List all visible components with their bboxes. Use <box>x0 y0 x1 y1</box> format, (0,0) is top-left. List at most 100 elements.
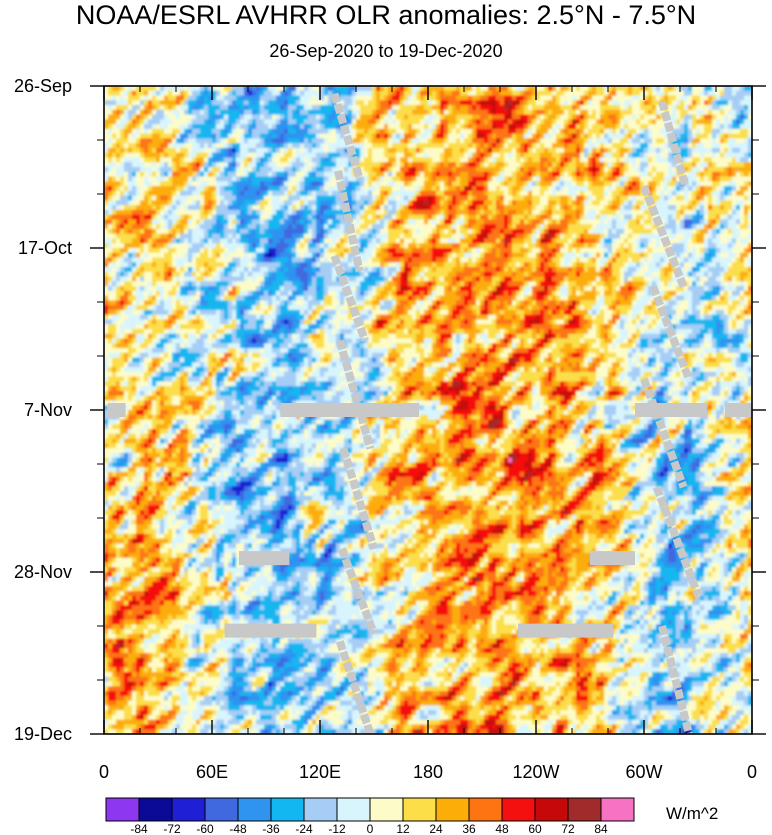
heat-cell <box>368 119 373 124</box>
heat-cell <box>200 105 205 110</box>
heat-cell <box>580 96 585 101</box>
heat-cell <box>496 134 501 139</box>
heat-cell <box>520 129 525 134</box>
heat-cell <box>172 96 177 101</box>
heat-cell <box>440 143 445 148</box>
heat-cell <box>668 86 673 91</box>
heat-cell <box>604 115 609 120</box>
heat-cell <box>208 110 213 115</box>
heat-cell <box>612 119 617 124</box>
heat-cell <box>692 110 697 115</box>
heat-cell <box>172 124 177 129</box>
heat-cell <box>272 86 277 91</box>
heat-cell <box>380 105 385 110</box>
heat-cell <box>680 105 685 110</box>
heat-cell <box>292 119 297 124</box>
heat-cell <box>556 115 561 120</box>
heat-cell <box>712 119 717 124</box>
heat-cell <box>396 124 401 129</box>
heat-cell <box>160 115 165 120</box>
heat-cell <box>524 86 529 91</box>
heat-cell <box>152 124 157 129</box>
heat-cell <box>420 115 425 120</box>
heat-cell <box>584 124 589 129</box>
heat-cell <box>376 96 381 101</box>
heat-cell <box>576 86 581 91</box>
heat-cell <box>184 115 189 120</box>
heat-cell <box>340 91 345 96</box>
heat-cell <box>692 119 697 124</box>
heat-cell <box>628 143 633 148</box>
heat-cell <box>188 110 193 115</box>
heat-cell <box>432 91 437 96</box>
heat-cell <box>276 86 281 91</box>
heat-cell <box>556 100 561 105</box>
heat-cell <box>120 115 125 120</box>
heat-cell <box>316 110 321 115</box>
heat-cell <box>196 105 201 110</box>
heat-cell <box>604 143 609 148</box>
heat-cell <box>116 110 121 115</box>
heat-cell <box>324 124 329 129</box>
heat-cell <box>256 96 261 101</box>
heat-cell <box>196 115 201 120</box>
heat-cell <box>516 134 521 139</box>
heat-cell <box>600 100 605 105</box>
heat-cell <box>168 119 173 124</box>
heat-cell <box>720 100 725 105</box>
heat-cell <box>260 119 265 124</box>
heat-cell <box>328 105 333 110</box>
heat-cell <box>636 96 641 101</box>
heat-cell <box>224 138 229 143</box>
heat-cell <box>596 100 601 105</box>
heat-cell <box>720 105 725 110</box>
heat-cell <box>656 96 661 101</box>
heat-cell <box>168 115 173 120</box>
heat-cell <box>560 115 565 120</box>
heat-cell <box>484 119 489 124</box>
heat-cell <box>180 129 185 134</box>
heat-cell <box>528 129 533 134</box>
heat-cell <box>652 115 657 120</box>
heat-cell <box>180 119 185 124</box>
heat-cell <box>620 91 625 96</box>
heat-cell <box>488 143 493 148</box>
heat-cell <box>472 86 477 91</box>
heat-cell <box>560 124 565 129</box>
heat-cell <box>152 105 157 110</box>
heat-cell <box>388 119 393 124</box>
heat-cell <box>312 100 317 105</box>
heat-cell <box>596 143 601 148</box>
heat-cell <box>684 105 689 110</box>
heat-cell <box>568 134 573 139</box>
heat-cell <box>280 100 285 105</box>
heat-cell <box>736 124 741 129</box>
heat-cell <box>716 143 721 148</box>
heat-cell <box>716 129 721 134</box>
heat-cell <box>360 138 365 143</box>
heat-cell <box>360 105 365 110</box>
heat-cell <box>492 86 497 91</box>
heat-cell <box>440 96 445 101</box>
heat-cell <box>708 124 713 129</box>
heat-cell <box>716 96 721 101</box>
heat-cell <box>696 129 701 134</box>
heat-cell <box>548 134 553 139</box>
heat-cell <box>416 134 421 139</box>
heat-cell <box>524 134 529 139</box>
heat-cell <box>284 96 289 101</box>
heat-cell <box>220 124 225 129</box>
heat-cell <box>280 138 285 143</box>
heat-cell <box>204 110 209 115</box>
heat-cell <box>684 86 689 91</box>
heat-cell <box>676 119 681 124</box>
heat-cell <box>328 100 333 105</box>
heat-cell <box>344 105 349 110</box>
heat-cell <box>572 138 577 143</box>
heat-cell <box>136 96 141 101</box>
heat-cell <box>464 91 469 96</box>
heat-cell <box>464 129 469 134</box>
heat-cell <box>620 134 625 139</box>
heat-cell <box>404 138 409 143</box>
heat-cell <box>348 91 353 96</box>
